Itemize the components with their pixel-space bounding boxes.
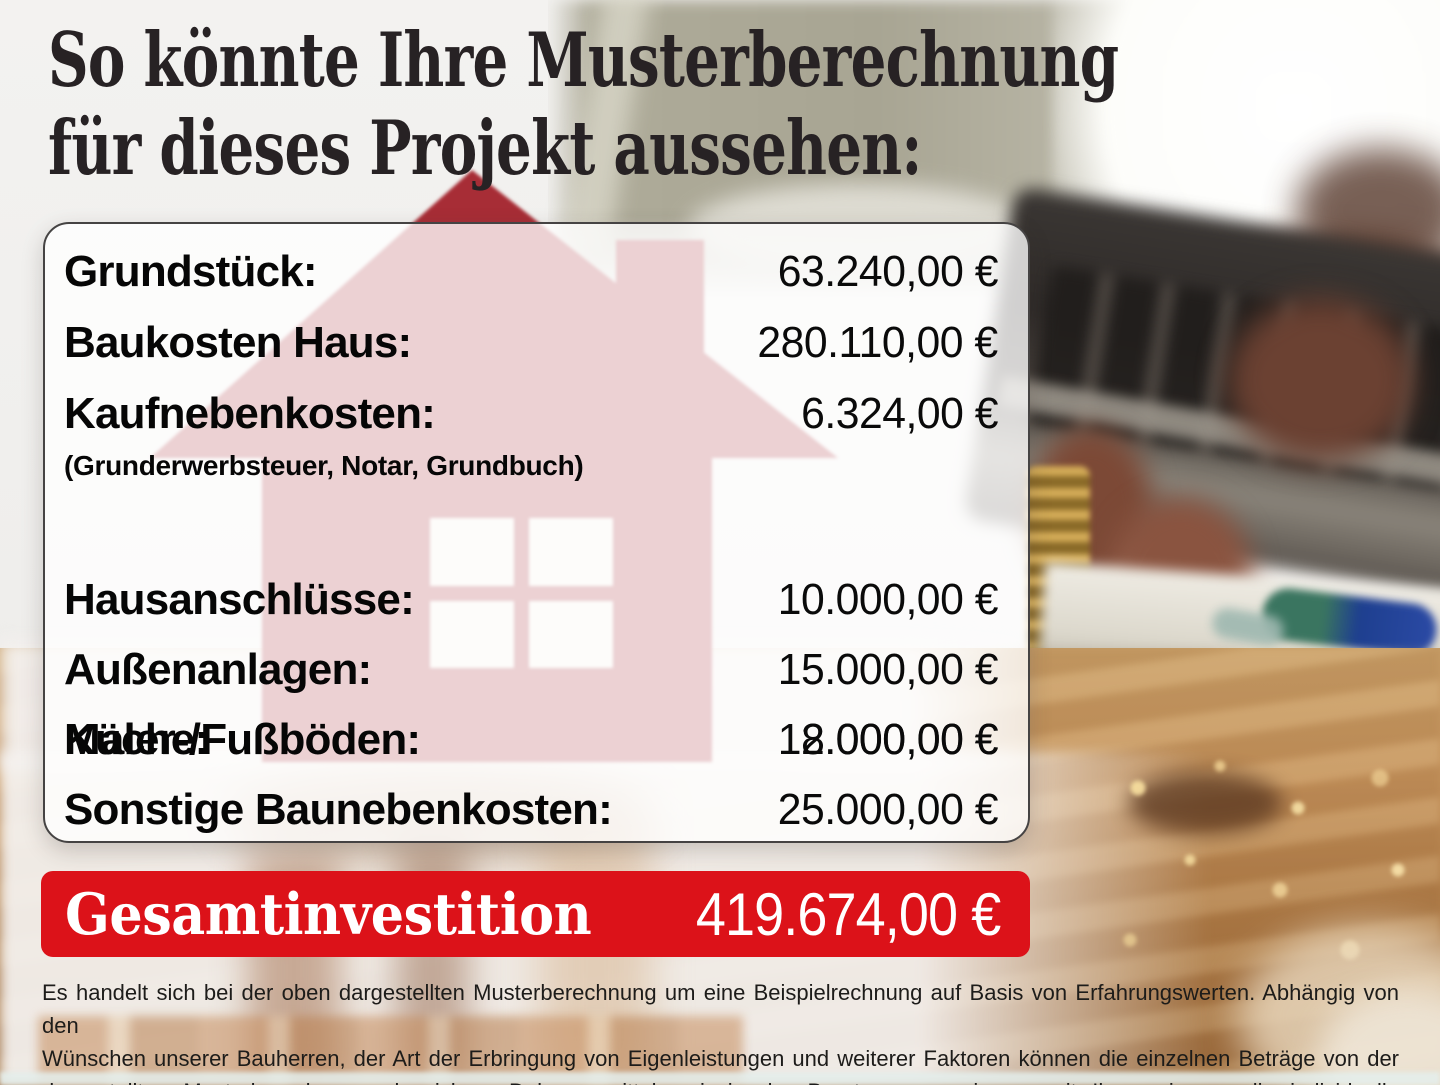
disclaimer-text: Es handelt sich bei der oben dargestellt…: [42, 976, 1399, 1085]
row-label: Sonstige Baunebenkosten:: [64, 785, 613, 834]
row-amount: 280.110,00 €: [757, 318, 999, 367]
total-amount: 419.674,00 €: [695, 880, 1000, 948]
row-note-kaufnebenkosten: (Grunderwerbsteuer, Notar, Grundbuch): [64, 450, 584, 481]
photo-hand: [1228, 298, 1413, 463]
row-label: Kaufnebenkosten:: [64, 389, 436, 438]
title-line-2: für dieses Projekt aussehen:: [48, 104, 1440, 192]
row-label: Außenanlagen:: [64, 645, 372, 694]
row-amount: 12.000,00 €: [777, 715, 999, 764]
total-label: Gesamtinvestition: [65, 880, 592, 948]
title-line-1: So könnte Ihre Musterberechnung: [48, 16, 1440, 104]
row-amount: 25.000,00 €: [777, 785, 999, 834]
table-row-baukosten: Baukosten Haus: 280.110,00 €: [64, 308, 998, 378]
total-banner: Gesamtinvestition 419.674,00 €: [41, 871, 1030, 957]
table-row-sonstige: Sonstige Baunebenkosten: 25.000,00 €: [64, 775, 998, 845]
page-title: So könnte Ihre Musterberechnung für dies…: [48, 16, 1440, 192]
photo-bottom-strip: [0, 1072, 1440, 1085]
disclaimer-line-1: Es handelt sich bei der oben dargestellt…: [42, 980, 1399, 1038]
row-amount: 8.000,00 €: [801, 715, 998, 764]
row-label: Baukosten Haus:: [64, 318, 412, 367]
row-label: Hausanschlüsse:: [64, 575, 415, 624]
table-row-grundstueck: Grundstück: 63.240,00 €: [64, 237, 998, 307]
row-label: Küche:: [64, 715, 209, 764]
title-line-2-text: für dieses Projekt aussehen:: [48, 104, 922, 192]
row-amount: 6.324,00 €: [801, 389, 998, 438]
title-line-1-text: So könnte Ihre Musterberechnung: [48, 16, 1119, 104]
table-row-kueche: Küche: 12.000,00 €: [64, 705, 998, 775]
disclaimer-line-2: Wünschen unserer Bauherren, der Art der …: [42, 1046, 1399, 1071]
table-row-aussenanlagen: Außenanlagen: 15.000,00 €: [64, 635, 998, 705]
table-row-hausanschluesse: Hausanschlüsse: 10.000,00 €: [64, 565, 998, 635]
row-amount: 63.240,00 €: [777, 247, 999, 296]
row-label: Grundstück:: [64, 247, 318, 296]
cost-table-panel: Grundstück: 63.240,00 € Baukosten Haus: …: [43, 222, 1030, 843]
row-amount: 10.000,00 €: [777, 575, 999, 624]
disclaimer-line-3: dargestellten Musterberechnung abweichen…: [42, 1075, 1399, 1085]
table-row-kaufnebenkosten: Kaufnebenkosten: 6.324,00 €: [64, 379, 998, 449]
row-amount: 15.000,00 €: [777, 645, 999, 694]
